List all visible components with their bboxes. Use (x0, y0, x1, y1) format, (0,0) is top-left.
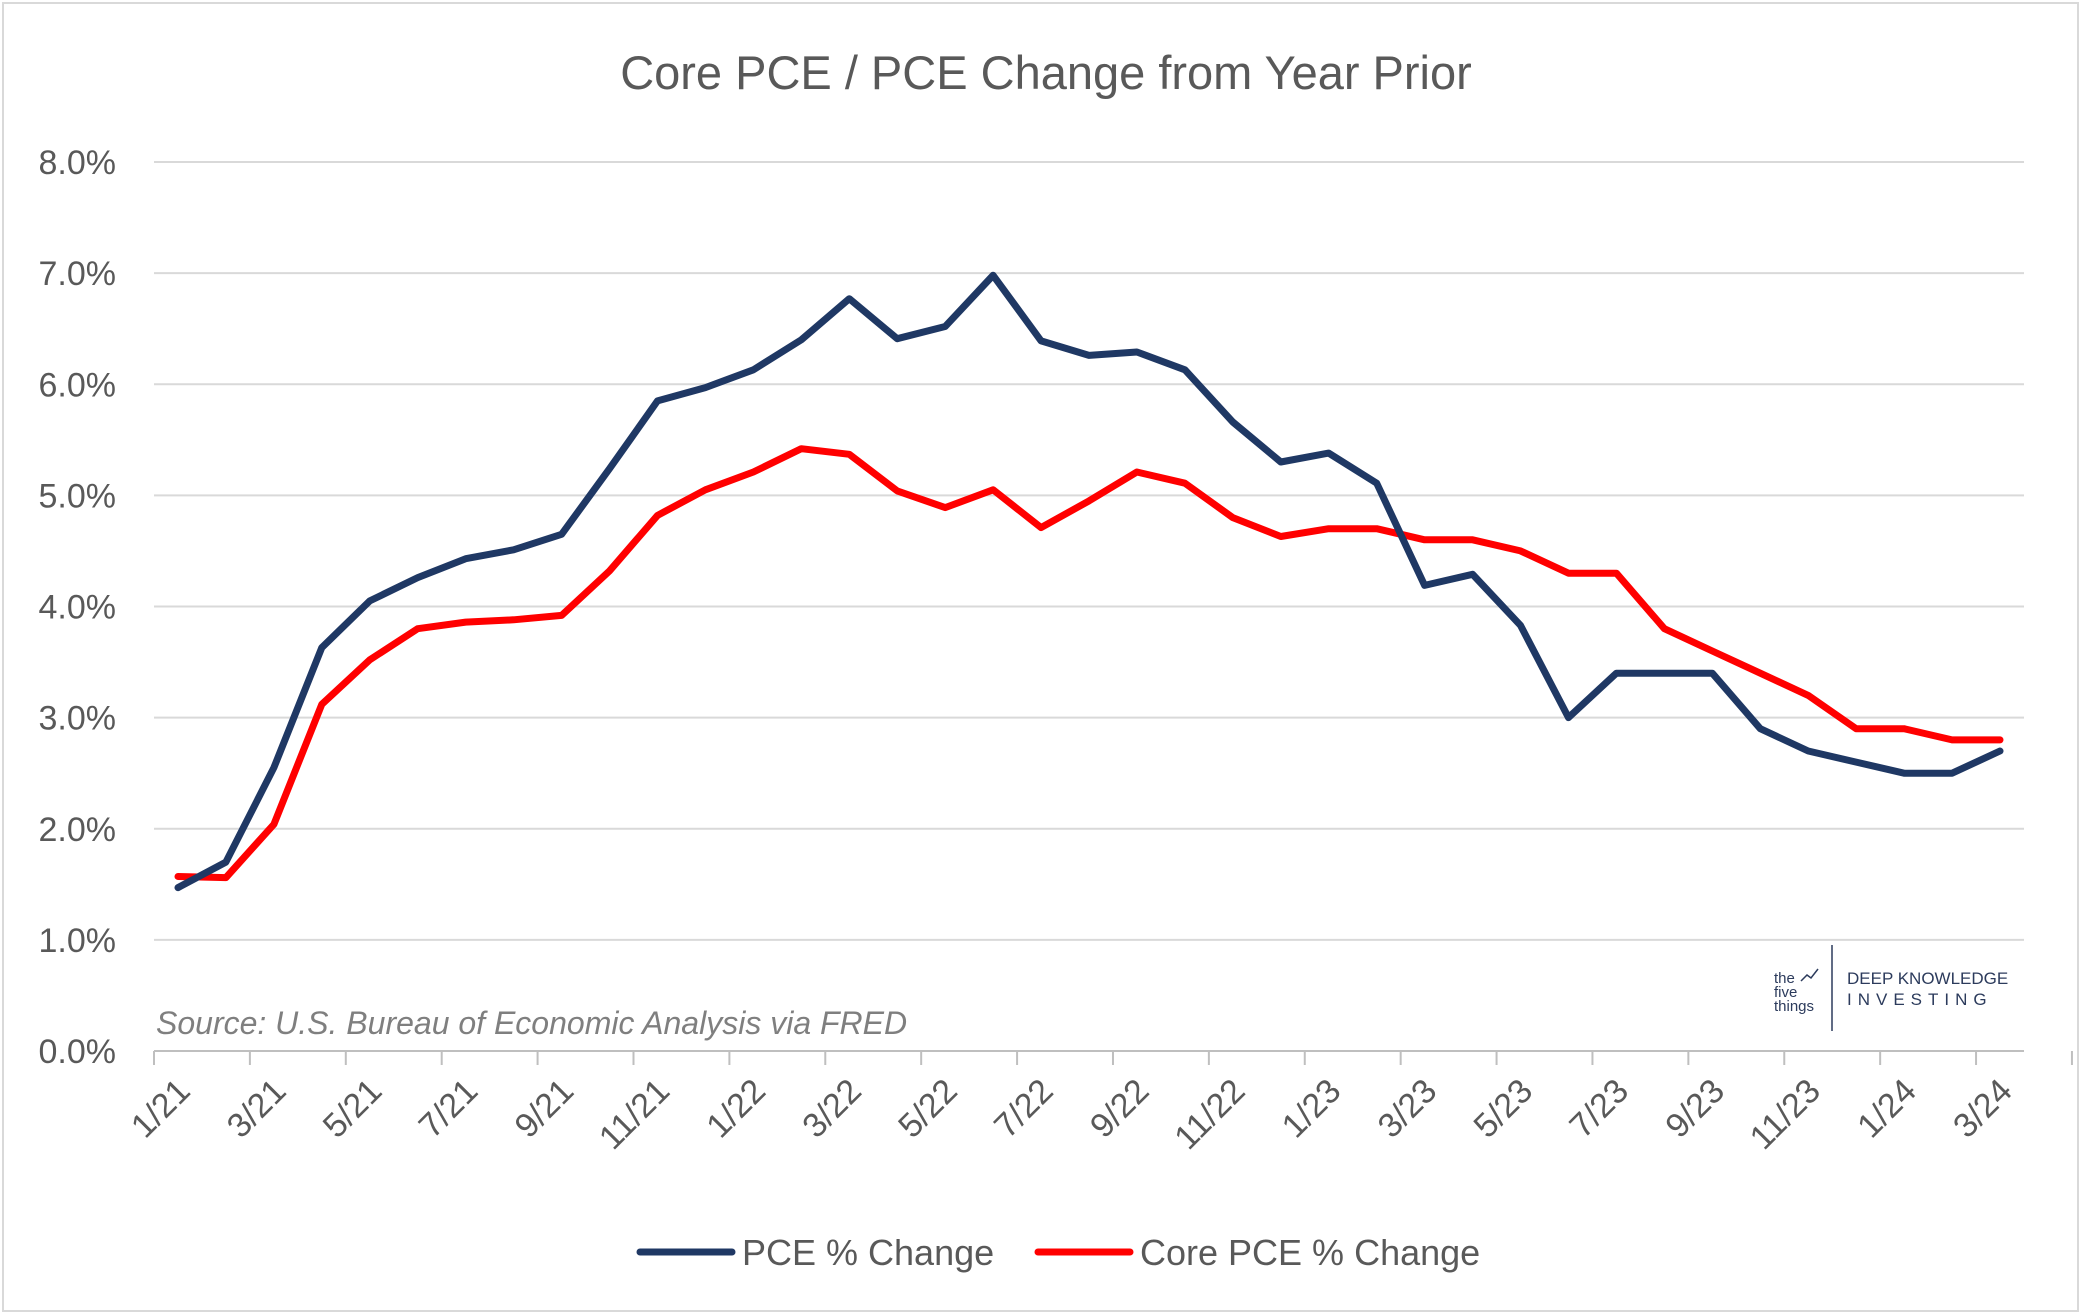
series-group (174, 271, 2004, 892)
x-tick-label: 5/22 (891, 1072, 965, 1146)
y-tick-label: 1.0% (39, 922, 117, 960)
source-annotation: Source: U.S. Bureau of Economic Analysis… (156, 1005, 907, 1041)
legend-item-core-pce: Core PCE % Change (1034, 1232, 1480, 1273)
x-tick-label: 9/21 (508, 1072, 582, 1146)
trend-arrow-icon (1800, 968, 1819, 982)
line-chart: Core PCE / PCE Change from Year Prior 0.… (39, 46, 2073, 1273)
x-tick-label: 11/21 (592, 1072, 677, 1157)
gridlines (154, 161, 2024, 941)
y-tick-label: 2.0% (39, 811, 117, 849)
x-tick-label: 7/21 (412, 1072, 486, 1146)
legend-item-pce: PCE % Change (636, 1232, 994, 1273)
logo-brand-line1: DEEP KNOWLEDGE (1847, 969, 2008, 988)
x-tick-label: 3/21 (220, 1072, 294, 1146)
x-tick-label: 9/23 (1658, 1072, 1732, 1146)
legend-label: Core PCE % Change (1140, 1232, 1480, 1273)
x-tick-label: 3/23 (1371, 1072, 1445, 1146)
x-tick-label: 3/24 (1946, 1072, 2020, 1146)
series-line-pce (174, 271, 2004, 892)
x-tick-label: 11/23 (1743, 1072, 1828, 1157)
y-axis-ticks: 0.0% 1.0% 2.0% 3.0% 4.0% 5.0% 6.0% 7.0% 8.0% (39, 144, 117, 1071)
x-axis: 1/21 3/21 5/21 7/21 9/21 11/21 1/22 3/22 5/22 7/2… (124, 1050, 2073, 1157)
x-tick-label: 1/23 (1275, 1072, 1349, 1146)
x-tick-label: 5/21 (316, 1072, 390, 1146)
y-tick-label: 3.0% (39, 700, 117, 738)
x-tick-label: 9/22 (1083, 1072, 1157, 1146)
x-tick-label: 11/22 (1167, 1072, 1252, 1157)
series-line-core-pce (174, 445, 2004, 882)
brand-logo: the five things DEEP KNOWLEDGE INVESTING (1774, 945, 2008, 1031)
y-tick-label: 6.0% (39, 366, 117, 404)
x-tick-label: 1/24 (1850, 1072, 1924, 1146)
x-tick-label: 3/22 (795, 1072, 869, 1146)
logo-text-things: things (1774, 998, 1814, 1015)
x-tick-label: 7/23 (1562, 1072, 1636, 1146)
logo-text-five: five (1774, 984, 1797, 1001)
x-tick-label: 5/23 (1467, 1072, 1541, 1146)
y-tick-label: 5.0% (39, 477, 117, 515)
y-tick-label: 8.0% (39, 144, 117, 182)
y-tick-label: 7.0% (39, 255, 117, 293)
legend-label: PCE % Change (742, 1232, 994, 1273)
x-tick-label: 1/21 (124, 1072, 198, 1146)
logo-text-the: the (1774, 970, 1795, 987)
chart-title: Core PCE / PCE Change from Year Prior (620, 46, 1472, 99)
x-tick-label: 1/22 (699, 1072, 773, 1146)
legend: PCE % Change Core PCE % Change (636, 1232, 1480, 1273)
y-tick-label: 4.0% (39, 589, 117, 627)
logo-brand-line2: INVESTING (1847, 990, 1993, 1009)
x-tick-label: 7/22 (987, 1072, 1061, 1146)
y-tick-label: 0.0% (39, 1033, 117, 1071)
